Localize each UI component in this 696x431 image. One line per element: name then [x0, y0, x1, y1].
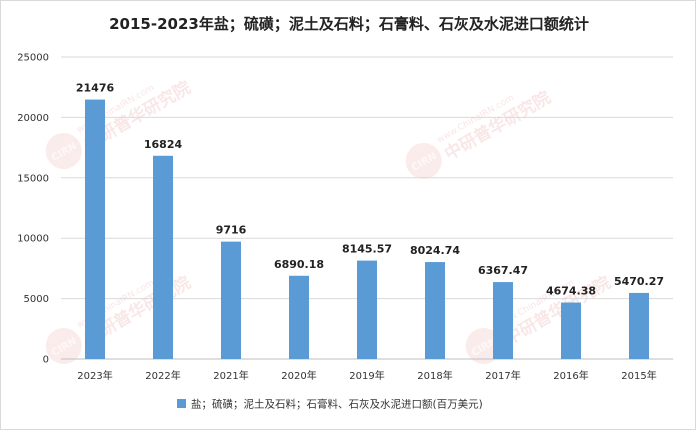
bar	[153, 155, 173, 359]
data-label: 21476	[76, 82, 115, 95]
data-labels: 21476 16824 9716 6890.18 8145.57 8024.74 6367.…	[76, 82, 664, 298]
data-label: 9716	[216, 224, 247, 237]
bar	[221, 241, 241, 359]
legend-swatch	[177, 399, 186, 408]
x-axis: 2023年 2022年 2021年 2020年 2019年 2018年 2017年 2016年…	[77, 369, 656, 382]
bar-series	[85, 99, 649, 360]
watermark-layer: CIRNwww.ChinaIRN.com中研普华研究院CIRNwww.China…	[45, 77, 614, 364]
watermark-logo-icon	[405, 143, 442, 179]
bar	[493, 282, 513, 359]
y-tick-label: 10000	[17, 234, 49, 245]
x-tick-label: 2017年	[485, 369, 520, 382]
x-tick-label: 2019年	[349, 369, 384, 382]
x-tick-label: 2015年	[621, 369, 656, 382]
bar	[289, 275, 309, 359]
watermark-logo-icon	[45, 133, 82, 169]
bar	[85, 99, 105, 360]
y-tick-label: 25000	[17, 53, 49, 64]
bar	[425, 262, 445, 359]
data-label: 8145.57	[342, 243, 392, 256]
x-tick-label: 2018年	[417, 369, 452, 382]
x-tick-label: 2016年	[553, 369, 588, 382]
bar	[561, 302, 581, 359]
data-label: 6890.18	[274, 258, 324, 271]
data-label: 8024.74	[410, 244, 460, 257]
watermark-logo-icon	[465, 328, 502, 364]
bar	[357, 260, 377, 359]
y-tick-label: 20000	[17, 113, 49, 124]
data-label: 4674.38	[546, 285, 596, 298]
data-label: 16824	[144, 138, 183, 151]
legend: 盐；硫磺；泥土及石料；石膏料、石灰及水泥进口额(百万美元)	[177, 398, 483, 411]
y-tick-label: 15000	[17, 173, 49, 184]
data-label: 6367.47	[478, 264, 528, 277]
chart-title: 2015-2023年盐；硫磺；泥土及石料；石膏料、石灰及水泥进口额统计	[109, 15, 589, 33]
y-tick-label: 0	[43, 355, 49, 366]
x-tick-label: 2021年	[213, 369, 248, 382]
x-tick-label: 2022年	[145, 369, 180, 382]
x-tick-label: 2020年	[281, 369, 316, 382]
x-tick-label: 2023年	[77, 369, 112, 382]
y-tick-label: 5000	[24, 294, 49, 305]
bar	[629, 292, 649, 359]
y-axis: 0 5000 10000 15000 20000 25000	[17, 53, 49, 366]
data-label: 5470.27	[614, 275, 664, 288]
legend-label: 盐；硫磺；泥土及石料；石膏料、石灰及水泥进口额(百万美元)	[191, 398, 483, 411]
watermark-logo-icon	[45, 328, 82, 364]
